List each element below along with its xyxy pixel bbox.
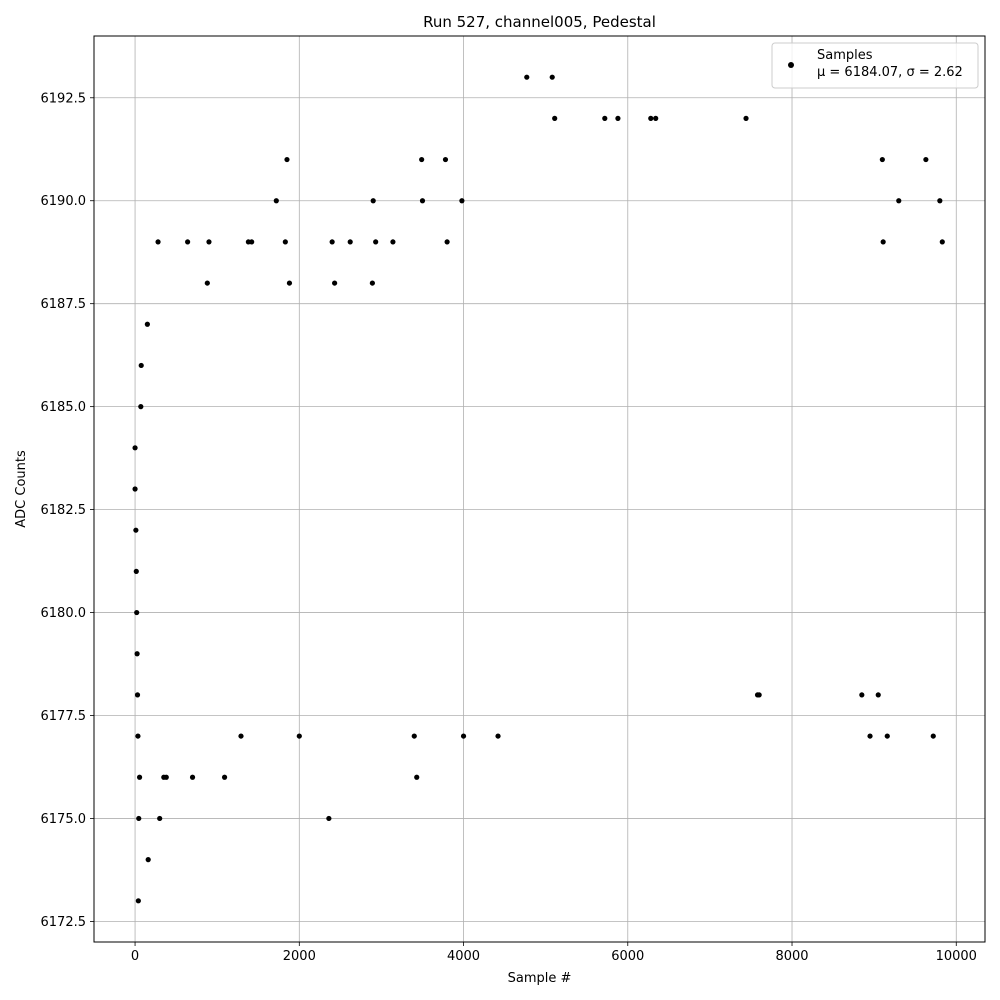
chart-title: Run 527, channel005, Pedestal [423, 13, 656, 31]
x-tick-label: 6000 [611, 949, 644, 964]
ticks-layer: 0 2000 4000 6000 8000 10000 6172.5 6175.0 6177.5… [41, 91, 977, 964]
data-point [134, 692, 141, 698]
y-axis-title: ADC Counts [14, 450, 29, 528]
data-point [879, 156, 885, 163]
data-point [414, 774, 420, 780]
data-point [653, 115, 659, 121]
data-point [756, 692, 762, 698]
data-point [136, 815, 142, 822]
data-point [133, 527, 139, 533]
y-tick-label: 6185.0 [41, 400, 87, 415]
data-point [157, 815, 163, 822]
y-tick-label: 6192.5 [41, 91, 87, 106]
data-point [939, 239, 945, 245]
data-point [880, 239, 886, 245]
data-point [133, 568, 139, 574]
data-point [444, 239, 450, 245]
data-point [286, 280, 293, 286]
data-point [419, 156, 425, 163]
data-point [329, 239, 335, 245]
data-point [390, 239, 396, 245]
data-point [615, 115, 621, 121]
legend-box [771, 42, 979, 89]
legend-series-stats: μ = 6184.07, σ = 2.62 [817, 65, 963, 80]
data-point [419, 198, 426, 204]
data-point [369, 280, 375, 286]
data-point [206, 239, 212, 245]
legend-marker [788, 62, 794, 68]
data-point [134, 651, 140, 657]
data-point [138, 362, 144, 369]
data-point [144, 321, 150, 327]
data-point [155, 239, 161, 245]
data-point [495, 733, 501, 739]
data-point [138, 404, 144, 410]
plot-frame [93, 35, 986, 943]
data-point [875, 692, 881, 698]
x-tick-label: 2000 [283, 949, 316, 964]
data-point [442, 156, 449, 163]
data-point [273, 198, 279, 204]
y-tick-label: 6182.5 [41, 503, 87, 518]
data-point [373, 239, 379, 245]
grid-layer [94, 36, 985, 942]
data-point [332, 280, 338, 286]
data-point [549, 74, 555, 80]
data-point [896, 198, 902, 204]
data-point [163, 774, 169, 780]
x-tick-label: 0 [131, 949, 139, 964]
y-tick-label: 6177.5 [41, 709, 87, 724]
data-point [296, 733, 302, 739]
y-tick-label: 6180.0 [41, 606, 87, 621]
data-point [185, 239, 191, 245]
data-point [135, 898, 141, 904]
data-point [326, 815, 332, 822]
data-point [347, 239, 353, 245]
data-point [221, 774, 228, 780]
data-point [284, 156, 290, 163]
data-point [459, 198, 465, 204]
legend-series-name: Samples [817, 48, 873, 63]
legend: Samples μ = 6184.07, σ = 2.62 [771, 42, 979, 89]
data-point [602, 115, 608, 121]
data-point [648, 115, 654, 121]
points-layer [132, 74, 945, 904]
data-point [524, 74, 530, 80]
data-point [411, 733, 417, 739]
data-point [132, 486, 138, 492]
y-tick-label: 6175.0 [41, 812, 87, 827]
data-point [204, 280, 210, 286]
data-point [145, 857, 151, 863]
data-point [249, 239, 255, 245]
x-axis-title: Sample # [508, 971, 572, 986]
data-point [238, 733, 244, 739]
data-point [867, 733, 873, 739]
x-tick-label: 8000 [775, 949, 808, 964]
data-point [923, 156, 929, 163]
data-point [937, 198, 943, 204]
data-point [859, 692, 865, 698]
x-tick-label: 10000 [936, 949, 977, 964]
data-point [884, 733, 890, 739]
y-tick-label: 6190.0 [41, 194, 87, 209]
data-point [135, 733, 141, 739]
data-point [552, 115, 558, 121]
y-tick-label: 6187.5 [41, 297, 87, 312]
data-point [930, 733, 936, 739]
data-point [282, 239, 288, 245]
data-point [134, 609, 140, 616]
data-point [132, 445, 138, 451]
x-tick-label: 4000 [447, 949, 480, 964]
data-point [136, 774, 143, 780]
y-tick-label: 6172.5 [41, 915, 87, 930]
data-point [370, 198, 376, 204]
data-point [743, 115, 749, 121]
data-point [189, 774, 196, 780]
data-point [460, 733, 467, 739]
